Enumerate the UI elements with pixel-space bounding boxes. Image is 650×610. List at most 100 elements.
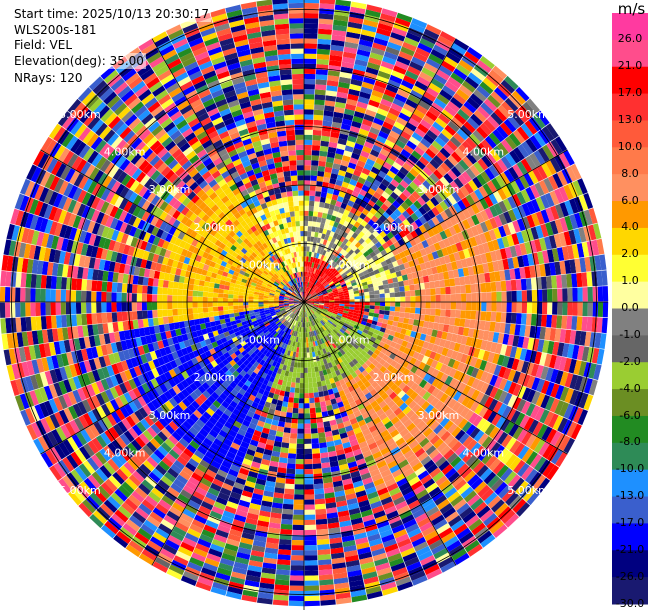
velocity-gate <box>244 480 256 489</box>
velocity-gate <box>351 522 365 530</box>
velocity-gate <box>284 370 290 377</box>
velocity-gate <box>329 332 335 338</box>
velocity-gate <box>189 440 200 450</box>
velocity-gate <box>226 404 235 413</box>
velocity-gate <box>314 488 325 495</box>
velocity-gate <box>477 448 490 462</box>
velocity-gate <box>368 99 380 108</box>
velocity-gate <box>394 253 402 261</box>
velocity-gate <box>422 414 433 424</box>
velocity-gate <box>367 219 376 227</box>
velocity-gate <box>319 238 325 245</box>
velocity-gate <box>209 375 218 384</box>
velocity-gate <box>602 286 609 302</box>
velocity-gate <box>305 286 307 292</box>
velocity-gate <box>409 22 426 34</box>
velocity-gate <box>469 149 481 162</box>
velocity-gate <box>273 440 282 448</box>
velocity-gate <box>387 278 394 284</box>
velocity-gate <box>274 409 281 417</box>
velocity-gate <box>354 296 360 300</box>
velocity-gate <box>304 256 307 262</box>
velocity-gate <box>175 441 186 452</box>
velocity-gate <box>128 540 144 553</box>
velocity-gate <box>328 455 338 463</box>
velocity-gate <box>395 398 405 408</box>
velocity-gate <box>525 403 536 417</box>
velocity-gate <box>321 411 329 418</box>
velocity-gate <box>338 293 344 297</box>
velocity-gate <box>344 345 351 351</box>
velocity-gate <box>339 349 346 356</box>
velocity-gate <box>324 323 330 329</box>
velocity-gate <box>327 388 334 395</box>
velocity-gate <box>406 233 414 241</box>
velocity-gate <box>263 557 277 565</box>
velocity-gate <box>292 308 297 313</box>
velocity-gate <box>210 383 218 392</box>
velocity-gate <box>218 404 227 413</box>
velocity-gate <box>144 544 160 557</box>
velocity-gate <box>322 292 329 296</box>
velocity-gate <box>456 231 465 242</box>
velocity-gate <box>353 221 361 229</box>
velocity-gate <box>384 139 395 149</box>
velocity-gate <box>296 438 304 444</box>
velocity-gate <box>100 378 110 391</box>
velocity-gate <box>92 510 108 525</box>
velocity-gate <box>558 186 569 202</box>
velocity-gate <box>312 351 316 358</box>
velocity-gate <box>350 320 357 325</box>
velocity-gate <box>566 166 577 182</box>
velocity-gate <box>386 216 395 224</box>
velocity-gate <box>304 231 308 237</box>
velocity-gate <box>209 510 223 520</box>
velocity-gate <box>323 110 334 117</box>
velocity-gate <box>218 333 226 340</box>
velocity-gate <box>419 423 430 434</box>
velocity-gate <box>491 177 502 191</box>
velocity-gate <box>410 212 419 222</box>
velocity-gate <box>311 372 316 378</box>
velocity-gate <box>371 244 378 252</box>
velocity-gate <box>369 388 378 397</box>
velocity-gate <box>317 350 322 356</box>
velocity-gate <box>335 258 342 265</box>
velocity-gate <box>448 515 462 528</box>
velocity-gate <box>129 515 144 528</box>
velocity-gate <box>554 136 568 152</box>
velocity-gate <box>304 23 318 29</box>
velocity-gate <box>372 552 387 562</box>
velocity-gate <box>244 453 254 462</box>
velocity-gate <box>519 483 533 499</box>
velocity-gate <box>370 195 379 204</box>
velocity-gate <box>392 395 401 404</box>
velocity-gate <box>497 431 509 445</box>
velocity-gate <box>296 316 300 322</box>
velocity-gate <box>470 225 479 237</box>
velocity-gate <box>386 364 395 372</box>
velocity-gate <box>393 174 403 184</box>
velocity-gate <box>423 91 437 102</box>
velocity-gate <box>326 313 332 318</box>
velocity-gate <box>142 430 154 442</box>
velocity-gate <box>134 532 150 545</box>
velocity-gate <box>439 147 451 159</box>
velocity-gate <box>105 401 116 414</box>
velocity-gate <box>336 500 348 508</box>
velocity-gate <box>155 527 170 540</box>
velocity-gate <box>360 561 375 570</box>
velocity-gate <box>355 106 367 114</box>
velocity-gate <box>497 332 505 344</box>
velocity-gate <box>596 348 605 365</box>
velocity-gate <box>285 308 291 312</box>
velocity-gate <box>444 487 458 499</box>
velocity-gate <box>307 231 312 237</box>
velocity-gate <box>433 73 448 85</box>
velocity-gate <box>359 91 371 100</box>
velocity-gate <box>504 513 520 528</box>
velocity-gate <box>448 226 457 236</box>
velocity-gate <box>275 311 281 315</box>
velocity-gate <box>296 448 304 455</box>
velocity-gate <box>323 390 329 397</box>
